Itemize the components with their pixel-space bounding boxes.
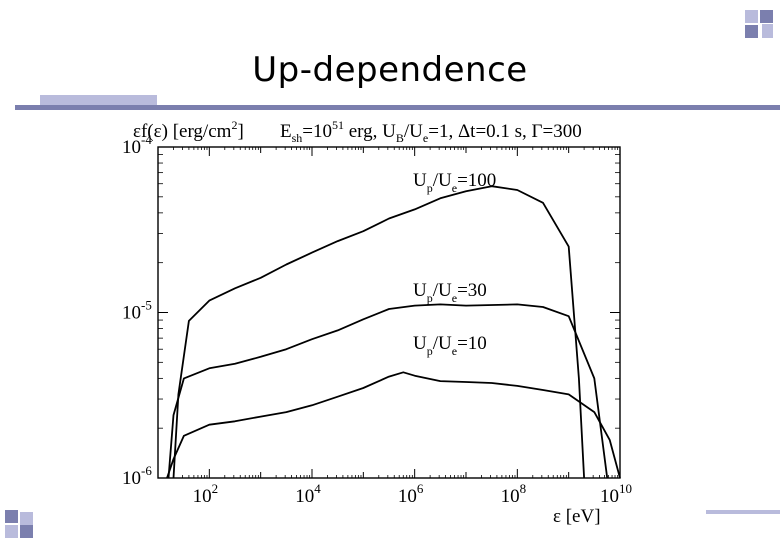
series-line-1: [172, 185, 585, 479]
series-label: Up/Ue=100: [413, 170, 496, 195]
plot-frame: [157, 146, 621, 479]
y-tick-label: 10-4: [122, 132, 152, 158]
y-tick-label: 10-5: [122, 298, 152, 324]
corner-square: [5, 510, 18, 523]
corner-square: [745, 25, 758, 38]
x-tick-label: 108: [501, 481, 527, 507]
x-tick-label: 104: [295, 481, 321, 507]
x-tick-label: 102: [193, 481, 219, 507]
corner-square: [760, 10, 773, 23]
x-axis-label: ε [eV]: [553, 506, 601, 527]
y-axis-label: εf(ε) [erg/cm2]: [133, 118, 244, 142]
series-line-2: [167, 303, 609, 479]
corner-square: [745, 10, 758, 23]
series-label: Up/Ue=30: [413, 280, 487, 305]
corner-square: [20, 512, 33, 525]
x-tick-label: 106: [398, 481, 424, 507]
corner-square: [762, 24, 773, 38]
y-tick-label: 10-6: [122, 463, 152, 489]
title-rule-accent: [40, 95, 157, 105]
series-label: Up/Ue=10: [413, 333, 487, 358]
corner-square: [5, 525, 18, 538]
parameter-annotation: Esh=1051 erg, UB/Ue=1, Δt=0.1 s, Γ=300: [280, 118, 582, 145]
slide-title: Up-dependence: [252, 50, 528, 90]
footer-rule: [706, 510, 780, 514]
title-rule: [15, 105, 780, 110]
x-tick-label: 1010: [600, 481, 632, 507]
series-line-3: [166, 371, 621, 479]
corner-square: [20, 525, 33, 538]
